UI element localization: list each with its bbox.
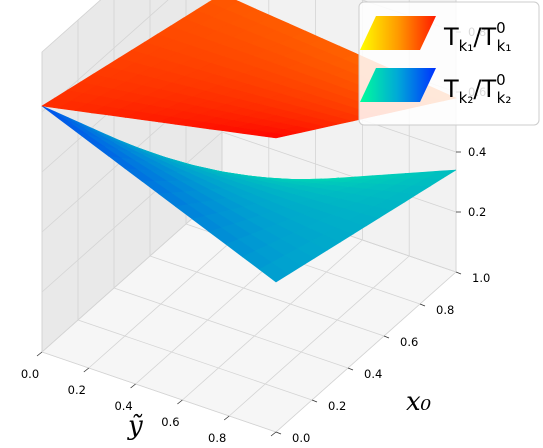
y-tick-label-1: 0.2 <box>328 399 346 413</box>
y-tick-mark-4 <box>419 303 426 307</box>
y-axis-label: x₀ <box>406 387 432 417</box>
x-axis-label: ỹ <box>127 411 143 441</box>
x-tick-label-4: 0.8 <box>208 431 226 445</box>
legend: Tk₁/T0 k₁ Tk₂/T0 k₂ <box>358 1 540 126</box>
grid-lines <box>41 0 457 433</box>
y-tick-label-0: 0.0 <box>292 431 310 445</box>
grid-left-z-1 <box>41 131 223 293</box>
grid-floor-x-4 <box>228 255 410 417</box>
y-tick-mark-0 <box>275 431 282 435</box>
grid-left-z-4 <box>41 0 169 113</box>
x-tick-label-2: 0.4 <box>114 399 132 413</box>
grid-floor-x-5 <box>275 271 457 433</box>
legend-label-1: Tk₁/T0 k₁ <box>443 19 511 55</box>
grid-floor-y-2 <box>113 287 349 369</box>
y-tick-label-3: 0.6 <box>400 335 418 349</box>
y-tick-label-2: 0.4 <box>364 367 382 381</box>
legend-swatch-1 <box>360 16 436 50</box>
y-tick-label-5: 1.0 <box>472 271 490 285</box>
x-tick-mark-3 <box>177 399 183 405</box>
x-tick-label-1: 0.2 <box>68 383 86 397</box>
y-tick-mark-1 <box>311 399 318 403</box>
x-tick-label-0: 0.0 <box>21 367 39 381</box>
grid-back-z-1 <box>221 131 457 213</box>
x-tick-mark-1 <box>83 367 90 373</box>
y-tick-mark-3 <box>383 335 390 339</box>
grid-left-z-5 <box>41 0 102 53</box>
surface-series-2 <box>41 105 457 283</box>
legend-swatch-2 <box>360 68 436 102</box>
z-tick-label-1: 0.4 <box>468 145 486 159</box>
y-tick-mark-2 <box>347 367 354 371</box>
surface-2-patch-13-13 <box>426 169 457 179</box>
z-tick-label-0: 0.2 <box>468 205 486 219</box>
grid-floor-y-0 <box>41 351 277 433</box>
y-tick-label-4: 0.8 <box>436 303 454 317</box>
grid-floor-x-3 <box>182 239 363 401</box>
grid-floor-y-3 <box>149 255 385 337</box>
x-tick-mark-0 <box>36 351 43 357</box>
legend-entry-2: Tk₂/T0 k₂ <box>360 68 511 107</box>
legend-label-2: Tk₂/T0 k₂ <box>443 71 511 107</box>
legend-entry-1: Tk₁/T0 k₁ <box>360 16 511 55</box>
x-tick-mark-4 <box>223 415 230 421</box>
x-tick-mark-2 <box>130 383 136 389</box>
grid-floor-y-1 <box>77 319 313 401</box>
x-tick-mark-5 <box>270 431 277 437</box>
y-tick-mark-5 <box>455 271 462 275</box>
x-tick-label-3: 0.6 <box>161 415 179 429</box>
